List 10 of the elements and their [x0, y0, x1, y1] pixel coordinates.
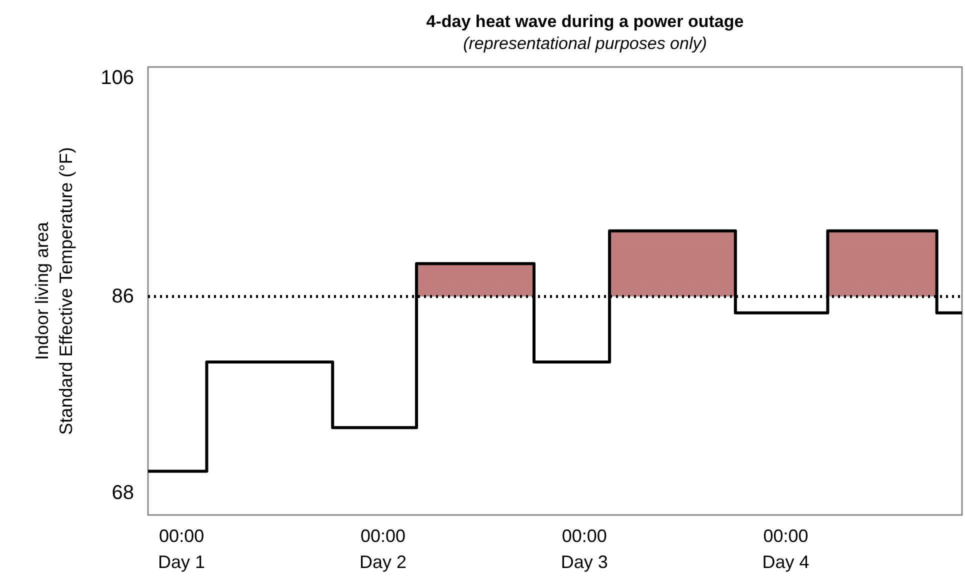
chart-subtitle: (representational purposes only) [463, 34, 707, 53]
x-tick-label: 00:00 Day 1 [158, 526, 206, 572]
y-tick-label: 106 [100, 66, 134, 89]
y-tick-label: 86 [112, 285, 134, 308]
y-axis-title: Indoor living area Standard Effective Temperature (°F) [32, 147, 76, 435]
y-tick-label: 68 [112, 482, 134, 504]
x-tick-label: 00:00 Day 2 [359, 526, 406, 572]
chart-title: 4-day heat wave during a power outage [426, 12, 744, 31]
x-tick-label: 00:00 Day 3 [560, 526, 608, 572]
x-tick-label: 00:00 Day 4 [762, 526, 810, 572]
